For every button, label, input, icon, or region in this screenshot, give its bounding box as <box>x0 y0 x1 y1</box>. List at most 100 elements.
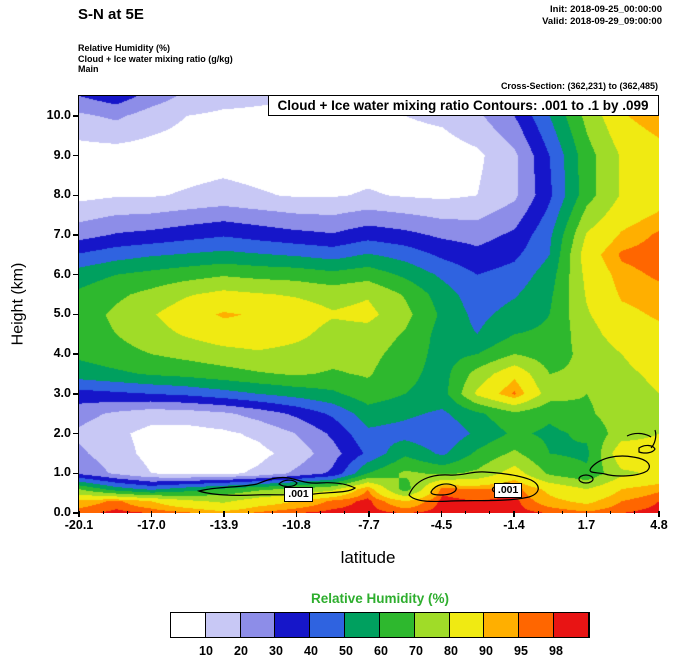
x-axis-minor-tick <box>344 511 346 514</box>
cloud-contour-overlay <box>196 429 657 503</box>
colorbar-label: 50 <box>339 644 353 658</box>
y-axis-tick <box>73 512 79 514</box>
x-axis-minor-tick <box>610 511 612 514</box>
y-axis-tick-label: 9.0 <box>53 147 71 162</box>
y-axis-tick <box>73 432 79 435</box>
x-axis-tick-label: 1.7 <box>577 518 596 532</box>
x-axis-minor-tick <box>247 511 249 514</box>
colorbar-label: 10 <box>199 644 213 658</box>
x-axis-minor-tick <box>634 511 636 514</box>
cloud-contour-line <box>408 471 539 503</box>
y-axis-tick-label: 0.0 <box>53 505 71 519</box>
x-axis-tick <box>585 511 588 517</box>
cloud-contour-line <box>278 479 298 488</box>
y-axis-label: Height (km) <box>9 262 26 345</box>
cloud-contour-label: .001 <box>493 483 523 499</box>
init-valid-block: Init: 2018-09-25_00:00:00 Valid: 2018-09… <box>542 4 662 28</box>
colorbar-label: 40 <box>304 644 318 658</box>
x-axis-tick-label: -7.7 <box>358 518 380 532</box>
x-axis-minor-tick <box>102 511 104 514</box>
contour-note: Cloud + Ice water mixing ratio Contours:… <box>267 94 659 116</box>
cloud-contour-line <box>638 444 656 454</box>
x-axis-minor-tick <box>416 511 418 514</box>
x-axis-minor-tick <box>489 511 491 514</box>
x-axis-minor-tick <box>537 511 539 514</box>
field-list: Relative Humidity (%) Cloud + Ice water … <box>78 43 233 75</box>
x-axis-tick-label: -10.8 <box>282 518 311 532</box>
colorbar-cell <box>449 613 485 637</box>
cloud-contour-label: .001 <box>284 487 313 503</box>
plot-area: Cloud + Ice water mixing ratio Contours:… <box>9 94 668 532</box>
colorbar-label: 30 <box>269 644 283 658</box>
y-axis-tick-label: 10.0 <box>46 107 71 122</box>
x-axis-tick-label: -13.9 <box>209 518 239 532</box>
colorbar-cell <box>379 613 415 637</box>
colorbar-cell <box>205 613 241 637</box>
init-time: Init: 2018-09-25_00:00:00 <box>550 4 662 15</box>
colorbar-title: Relative Humidity (%) <box>310 591 450 606</box>
x-axis-tick-label: -4.5 <box>430 518 453 532</box>
y-axis-tick <box>73 353 79 355</box>
colorbar-cell <box>414 613 450 637</box>
x-axis-tick-label: -17.0 <box>137 518 166 532</box>
field-domain-main: Main <box>78 64 99 74</box>
x-axis-minor-tick <box>175 511 177 514</box>
x-axis-minor-tick <box>320 511 322 514</box>
colorbar-cell <box>240 613 276 637</box>
x-axis-tick-label: 4.8 <box>650 518 668 532</box>
cloud-contour-line <box>196 476 357 496</box>
y-axis-tick <box>73 472 79 475</box>
cloud-contour-line <box>578 474 594 484</box>
x-axis-tick <box>440 511 443 517</box>
x-axis-label: latitude <box>340 548 396 567</box>
x-axis-tick <box>295 511 298 517</box>
valid-time: Valid: 2018-09-29_09:00:00 <box>542 16 662 27</box>
colorbar: 10 20 30 40 50 60 70 80 90 95 98 <box>170 612 590 658</box>
y-axis-tick-label: 2.0 <box>53 425 71 440</box>
colorbar-cell <box>484 613 520 637</box>
y-axis-tick-label: 6.0 <box>53 266 71 281</box>
y-axis-tick-label: 5.0 <box>53 306 71 321</box>
x-axis-tick <box>658 511 660 517</box>
x-axis-minor-tick <box>126 511 128 514</box>
y-axis-tick <box>73 393 79 395</box>
y-axis-tick <box>73 154 79 157</box>
x-axis-tick-label: -1.4 <box>503 518 525 532</box>
colorbar-cell <box>519 613 555 637</box>
field-cloud-ice-mixing-ratio: Cloud + Ice water mixing ratio (g/kg) <box>78 53 233 64</box>
y-axis-label-wrap: Height (km) <box>7 96 29 511</box>
y-axis-tick <box>73 115 79 117</box>
y-axis-tick-label: 4.0 <box>53 346 71 361</box>
y-axis-tick-label: 3.0 <box>53 385 71 400</box>
x-axis-minor-tick <box>271 511 273 514</box>
colorbar-cell <box>171 613 206 637</box>
colorbar-cell <box>310 613 346 637</box>
colorbar-label: 80 <box>444 644 458 658</box>
y-axis-tick <box>73 234 79 236</box>
y-axis-tick <box>73 194 79 197</box>
x-axis-tick <box>150 511 153 517</box>
colorbar-cell <box>554 613 589 637</box>
colorbar-label: 20 <box>234 644 248 658</box>
x-axis-tick <box>368 511 370 517</box>
x-axis-tick <box>513 511 515 517</box>
x-axis-tick-label: -20.1 <box>64 518 94 532</box>
cloud-contour-line <box>589 455 650 477</box>
cloud-contour-line <box>626 429 657 449</box>
colorbar-label: 60 <box>374 644 388 658</box>
colorbar-label: 98 <box>549 644 563 658</box>
y-axis-tick <box>73 273 79 276</box>
x-axis-minor-tick <box>561 511 563 514</box>
page-title: S-N at 5E <box>78 6 144 23</box>
x-axis-minor-tick <box>465 511 467 514</box>
x-axis-tick <box>223 511 225 517</box>
x-axis-minor-tick <box>199 511 201 514</box>
colorbar-cell <box>345 613 380 637</box>
y-axis-tick-label: 1.0 <box>53 465 71 480</box>
y-axis-tick <box>73 313 79 316</box>
colorbar-label: 95 <box>514 644 528 658</box>
cross-section-label: Cross-Section: (362,231) to (362,485) <box>500 81 658 91</box>
y-axis-tick-label: 8.0 <box>53 187 71 202</box>
colorbar-cell <box>275 613 311 637</box>
x-axis-minor-tick <box>392 511 394 514</box>
